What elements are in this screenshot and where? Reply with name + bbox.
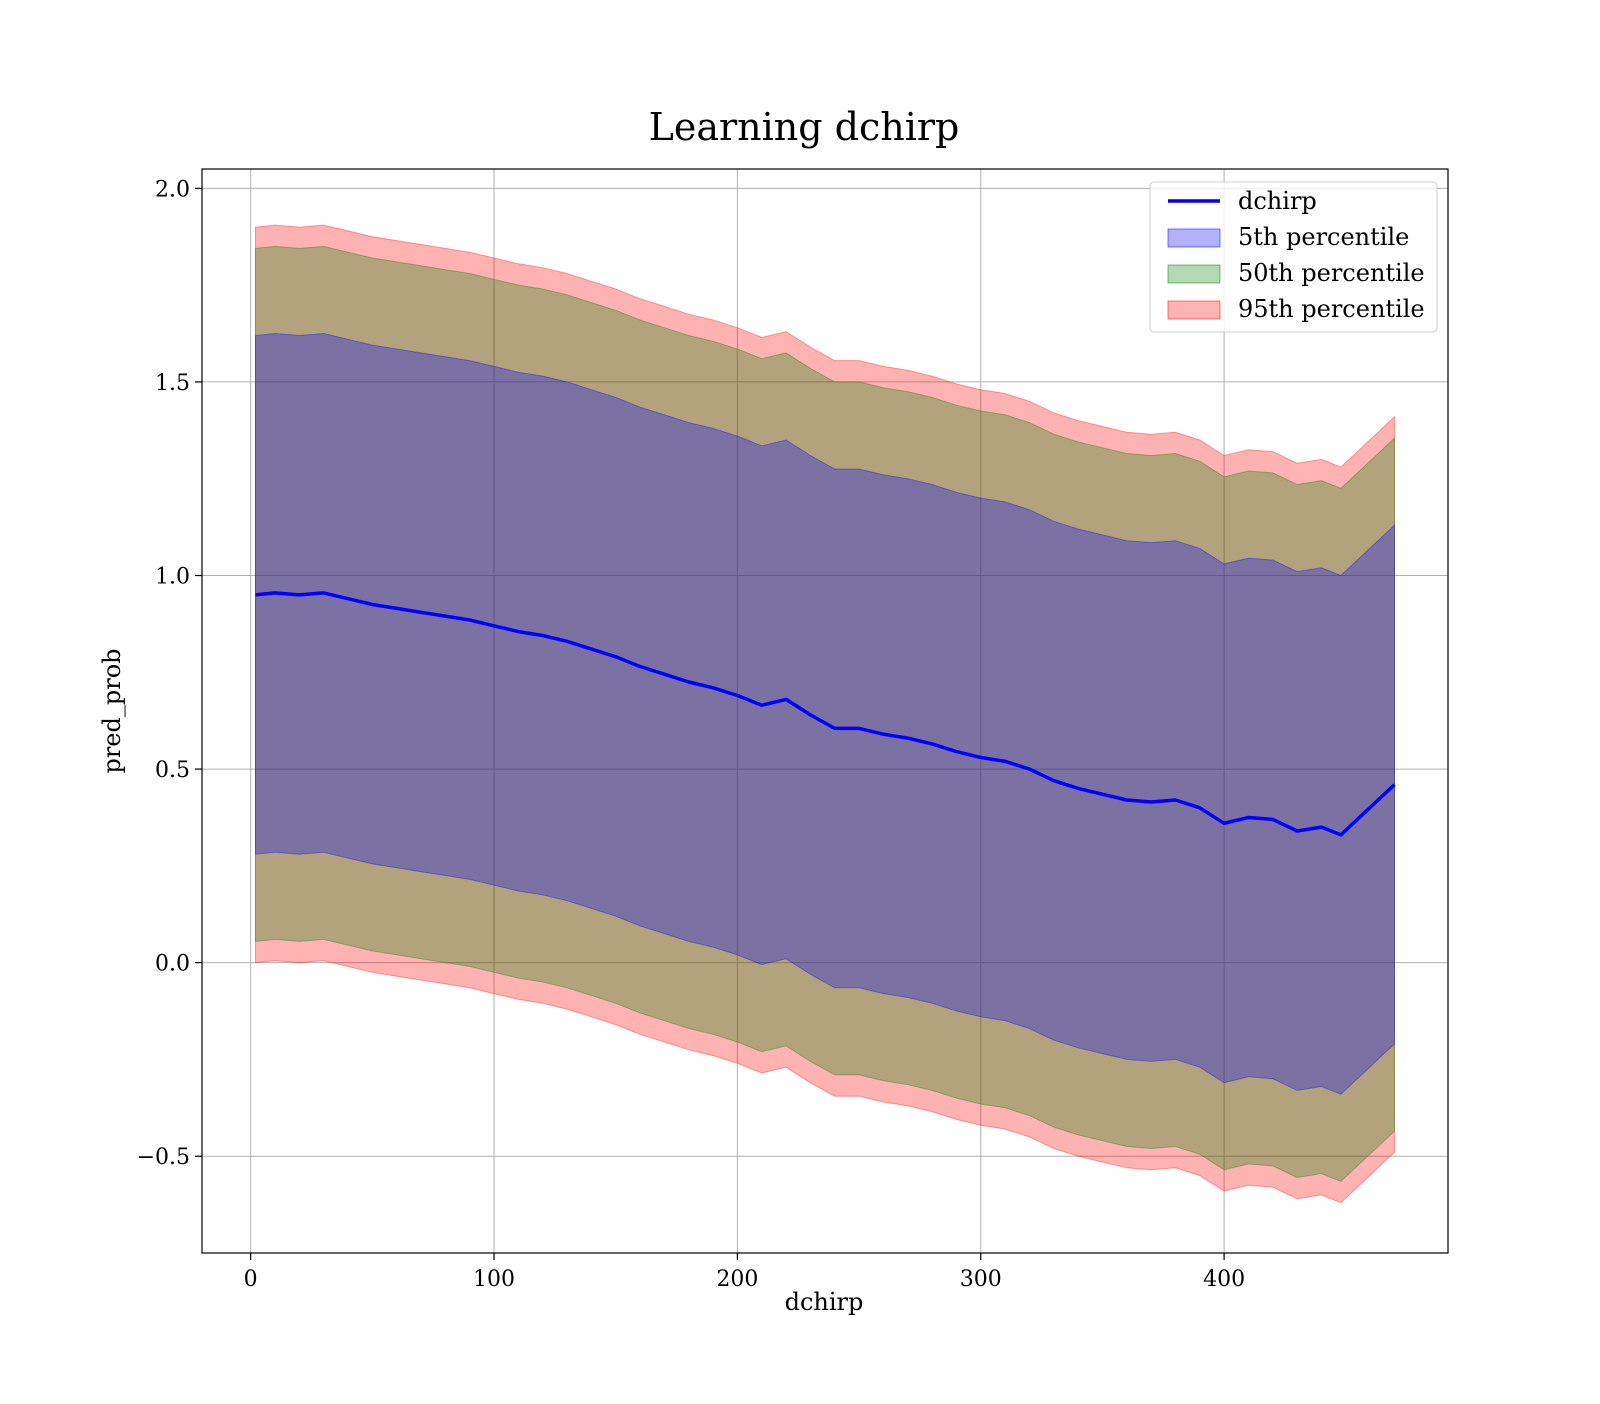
x-tick-label: 300 bbox=[960, 1267, 1002, 1292]
y-axis-title: pred_prob bbox=[98, 648, 126, 773]
legend-label-band: 5th percentile bbox=[1238, 223, 1409, 251]
legend-label-dchirp: dchirp bbox=[1238, 187, 1317, 215]
plot-frame bbox=[201, 168, 1449, 1254]
y-tick-label: 0.0 bbox=[155, 952, 190, 977]
legend: dchirp 5th percentile 50th percentile 95th … bbox=[1149, 181, 1438, 333]
y-tick-label: 1.5 bbox=[155, 371, 190, 396]
band-50th-percentile bbox=[255, 245, 1395, 1182]
chart-title: Learning dchirp bbox=[649, 105, 960, 149]
band-95th-percentile bbox=[255, 224, 1395, 1204]
y-tick-label: 0.5 bbox=[155, 758, 190, 783]
x-tick-label: 200 bbox=[716, 1267, 758, 1292]
y-tick-label: 1.0 bbox=[155, 565, 190, 590]
legend-swatch-band bbox=[1167, 264, 1221, 284]
legend-label-band: 50th percentile bbox=[1238, 259, 1425, 287]
grid-lines bbox=[202, 169, 1448, 1253]
series-line-dchirp bbox=[255, 591, 1396, 837]
x-tick-label: 100 bbox=[473, 1267, 515, 1292]
x-tick-label: 400 bbox=[1203, 1267, 1245, 1292]
x-tick-label: 0 bbox=[244, 1267, 258, 1292]
x-axis-title: dchirp bbox=[785, 1288, 864, 1316]
y-tick-label: 2.0 bbox=[155, 177, 190, 202]
band-5th-percentile bbox=[255, 332, 1395, 1095]
series-lines bbox=[255, 591, 1396, 837]
legend-swatch-band bbox=[1167, 228, 1221, 248]
percentile-bands bbox=[255, 224, 1395, 1204]
legend-frame bbox=[1149, 181, 1438, 333]
legend-label-band: 95th percentile bbox=[1238, 295, 1425, 323]
legend-swatch-band bbox=[1167, 300, 1221, 320]
y-tick-label: −0.5 bbox=[137, 1145, 190, 1170]
axis-ticks: 0 100 200 300 400 −0.5 0.0 0.5 1.0 1.5 2.0 bbox=[137, 177, 1246, 1292]
